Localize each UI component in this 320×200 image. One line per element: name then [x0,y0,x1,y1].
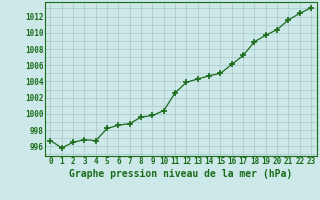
X-axis label: Graphe pression niveau de la mer (hPa): Graphe pression niveau de la mer (hPa) [69,169,292,179]
